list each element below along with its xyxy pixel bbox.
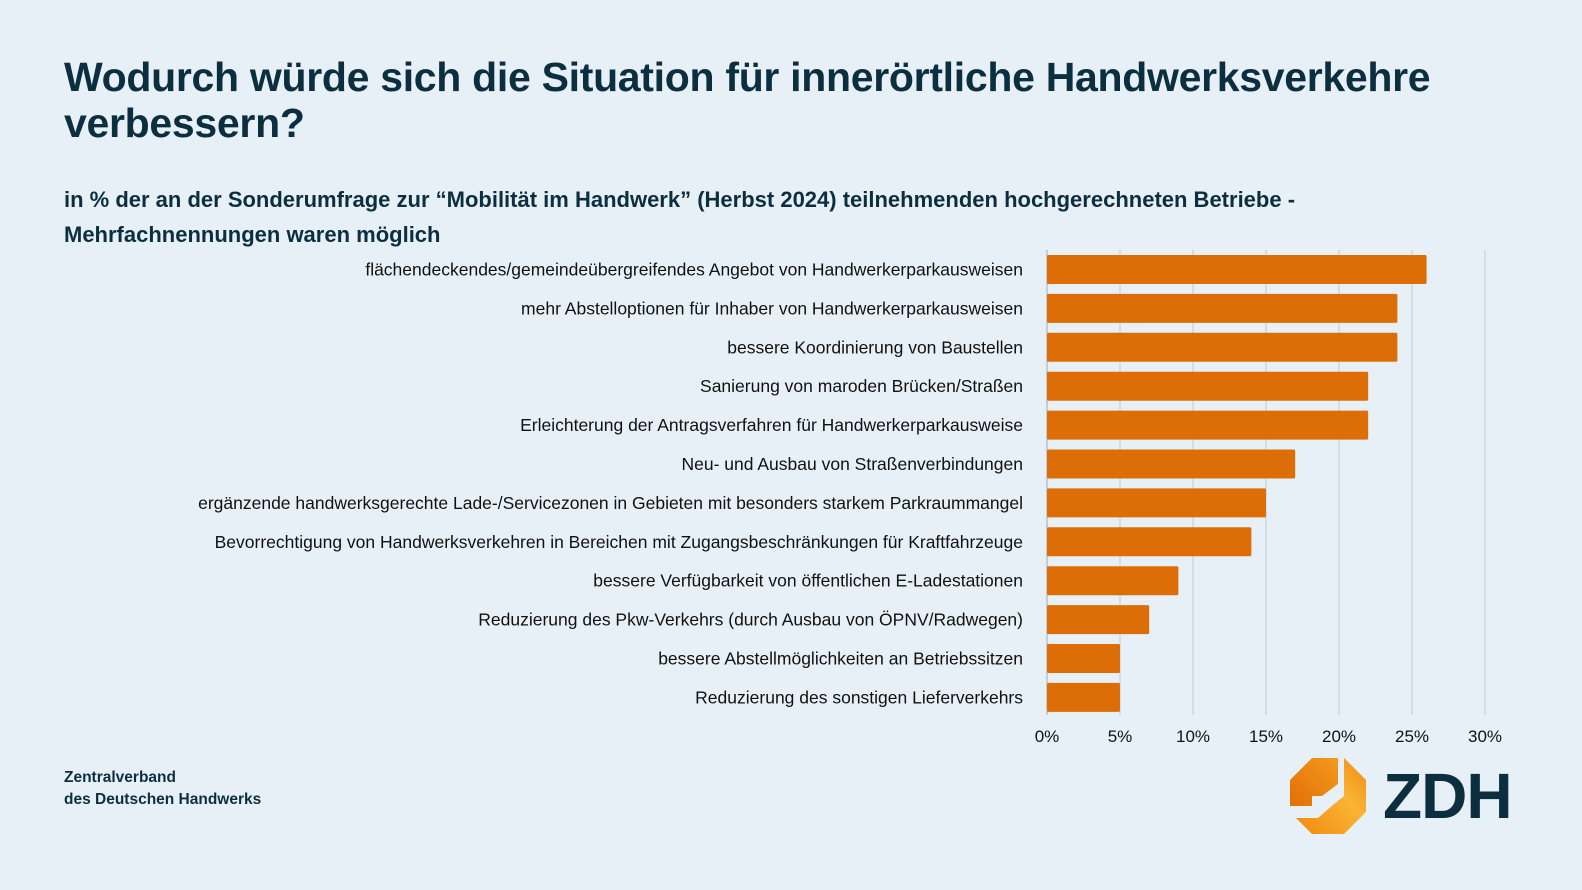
category-label: bessere Abstellmöglichkeiten an Betriebs… xyxy=(658,649,1023,669)
x-tick-label: 20% xyxy=(1322,727,1356,746)
x-tick-label: 15% xyxy=(1249,727,1283,746)
bar xyxy=(1047,293,1398,323)
footer-line-1: Zentralverband xyxy=(64,769,176,786)
bar xyxy=(1047,449,1296,479)
x-tick-label: 10% xyxy=(1176,727,1210,746)
chart-title: Wodurch würde sich die Situation für inn… xyxy=(64,54,1431,146)
zdh-octagon-logo-icon xyxy=(1290,758,1366,834)
bar xyxy=(1047,332,1398,362)
footer-organization: Zentralverband des Deutschen Handwerks xyxy=(64,767,261,811)
x-tick-label: 0% xyxy=(1035,727,1060,746)
category-label: Bevorrechtigung von Handwerksverkehren i… xyxy=(215,532,1023,552)
category-label: flächendeckendes/gemeindeübergreifendes … xyxy=(365,260,1023,280)
bar xyxy=(1047,255,1427,284)
x-tick-label: 30% xyxy=(1468,727,1502,746)
category-label: bessere Koordinierung von Baustellen xyxy=(727,337,1023,357)
zdh-logo-text: ZDH xyxy=(1383,760,1513,832)
bar xyxy=(1047,410,1369,440)
category-label: ergänzende handwerksgerechte Lade-/Servi… xyxy=(198,493,1023,513)
bar xyxy=(1047,682,1120,712)
category-labels: flächendeckendes/gemeindeübergreifendes … xyxy=(198,260,1023,708)
x-tick-label: 25% xyxy=(1395,727,1429,746)
category-label: mehr Abstelloptionen für Inhaber von Han… xyxy=(521,298,1023,318)
bar xyxy=(1047,644,1120,673)
category-label: Erleichterung der Antragsverfahren für H… xyxy=(520,415,1023,435)
category-label: Neu- und Ausbau von Straßenverbindungen xyxy=(682,454,1024,474)
x-axis-tick-labels: 0% 5% 10% 15% 20% 25% 30% xyxy=(1035,727,1502,746)
bar xyxy=(1047,566,1179,596)
bar xyxy=(1047,527,1252,557)
category-label: Reduzierung des sonstigen Lieferverkehrs xyxy=(695,687,1023,707)
footer-line-2: des Deutschen Handwerks xyxy=(64,791,262,808)
grid-lines xyxy=(1046,250,1486,715)
bar xyxy=(1047,488,1266,518)
category-label: Reduzierung des Pkw-Verkehrs (durch Ausb… xyxy=(478,610,1023,630)
chart-subtitle: in % der an der Sonderumfrage zur “Mobil… xyxy=(64,187,1296,247)
x-tick-label: 5% xyxy=(1108,727,1133,746)
category-label: Sanierung von maroden Brücken/Straßen xyxy=(700,376,1023,396)
bar xyxy=(1047,605,1150,635)
bar xyxy=(1047,371,1369,401)
bars xyxy=(1047,255,1427,712)
category-label: bessere Verfügbarkeit von öffentlichen E… xyxy=(593,571,1023,591)
